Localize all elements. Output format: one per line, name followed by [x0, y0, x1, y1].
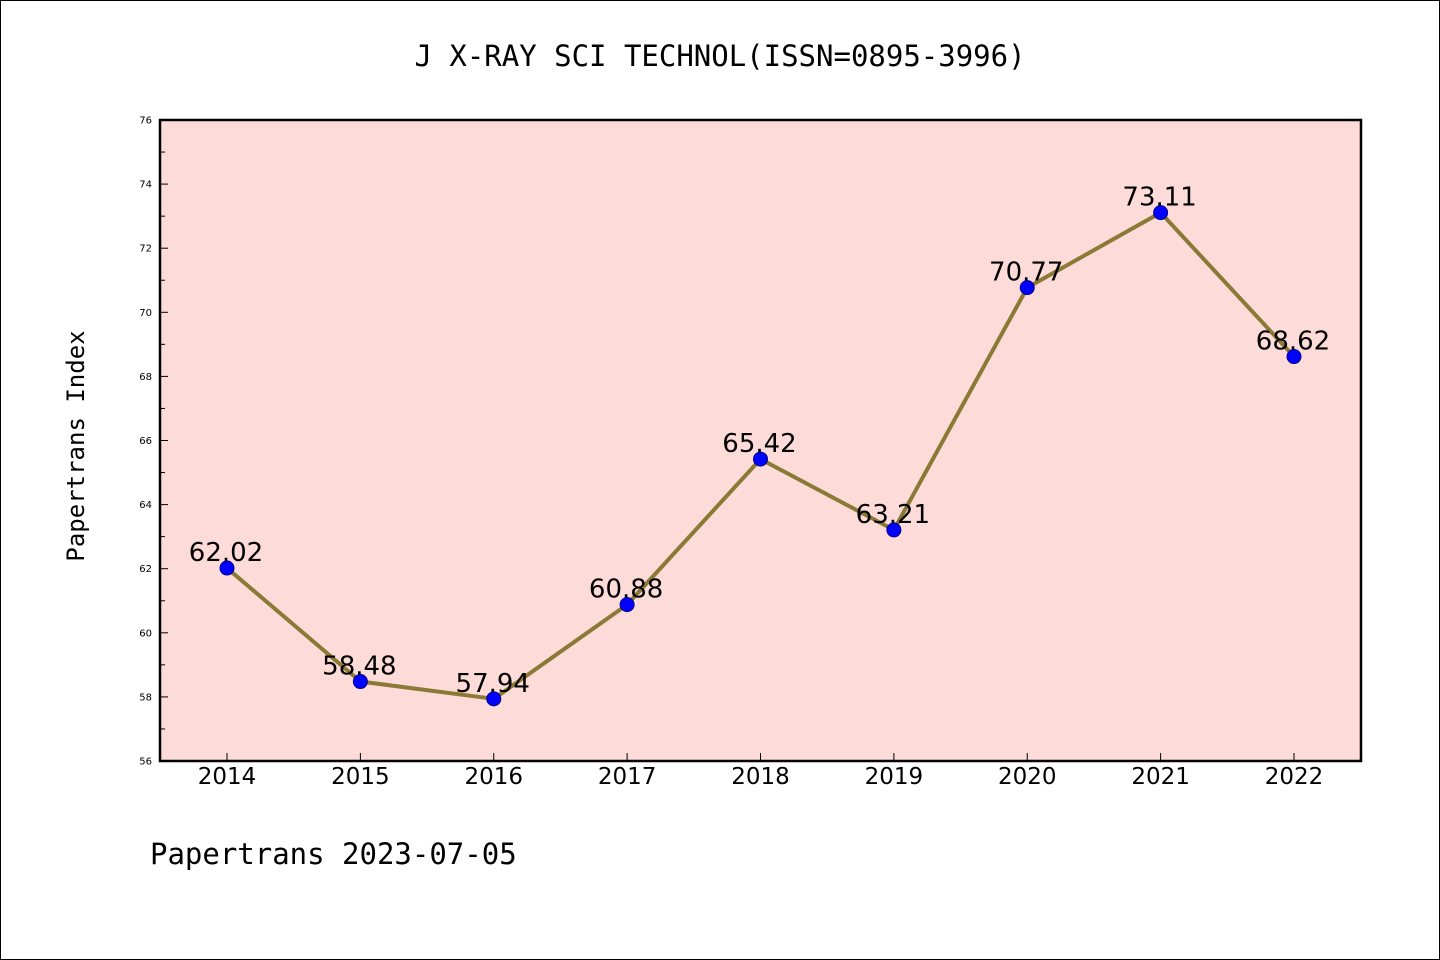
data-label: 65.42 [722, 429, 796, 459]
data-label: 60.88 [589, 575, 663, 605]
data-point-marker [219, 560, 235, 576]
data-points [219, 205, 1302, 707]
data-point-marker [753, 451, 768, 467]
data-label: 73.11 [1122, 183, 1196, 213]
y-tick-label: 70 [139, 308, 152, 319]
y-tick-label: 62 [139, 564, 152, 575]
data-label: 63.21 [856, 500, 930, 530]
x-axis: 2014 2015 2016 2017 2018 2019 2020 2021 2022 [198, 753, 1324, 790]
data-label: 62.02 [189, 538, 263, 568]
y-tick-label: 74 [139, 180, 152, 191]
data-point-marker [1019, 280, 1035, 296]
data-point-marker [1286, 349, 1302, 365]
plot-area [158, 118, 1363, 763]
y-tick-label: 56 [139, 757, 152, 768]
x-tick-label: 2020 [998, 764, 1057, 790]
x-tick-label: 2018 [731, 764, 790, 790]
data-point-marker [352, 674, 368, 690]
x-tick-label: 2017 [598, 764, 657, 790]
x-tick-label: 2016 [464, 764, 523, 790]
data-label: 58.48 [322, 652, 396, 682]
data-point-marker [486, 691, 502, 707]
y-tick-label: 60 [139, 628, 152, 639]
footer-source-date: Papertrans 2023-07-05 [150, 837, 517, 871]
y-tick-label: 72 [139, 244, 152, 255]
data-point-marker [619, 597, 635, 613]
x-tick-label: 2022 [1265, 764, 1324, 790]
x-tick-label: 2019 [865, 764, 924, 790]
data-point-marker [886, 522, 902, 538]
y-tick-label: 76 [139, 116, 152, 127]
data-labels: 62.02 58.48 57.94 60.88 65.42 63.21 70.77 73.11… [189, 183, 1330, 699]
y-tick-label: 66 [139, 436, 152, 447]
y-axis: 56 58 60 62 64 66 68 70 72 74 76 [139, 116, 168, 768]
x-tick-label: 2021 [1131, 764, 1190, 790]
data-label: 70.77 [989, 258, 1063, 288]
y-axis-label: Papertrans Index [62, 330, 90, 561]
y-tick-label: 64 [139, 500, 152, 511]
x-tick-label: 2014 [198, 764, 257, 790]
data-label: 68.62 [1256, 327, 1330, 357]
x-tick-label: 2015 [331, 764, 390, 790]
y-tick-label: 58 [139, 692, 152, 703]
data-label: 57.94 [456, 669, 530, 699]
chart-title: J X-RAY SCI TECHNOL(ISSN=0895-3996) [414, 39, 1025, 73]
data-point-marker [1153, 205, 1169, 221]
y-tick-label: 68 [139, 372, 152, 383]
